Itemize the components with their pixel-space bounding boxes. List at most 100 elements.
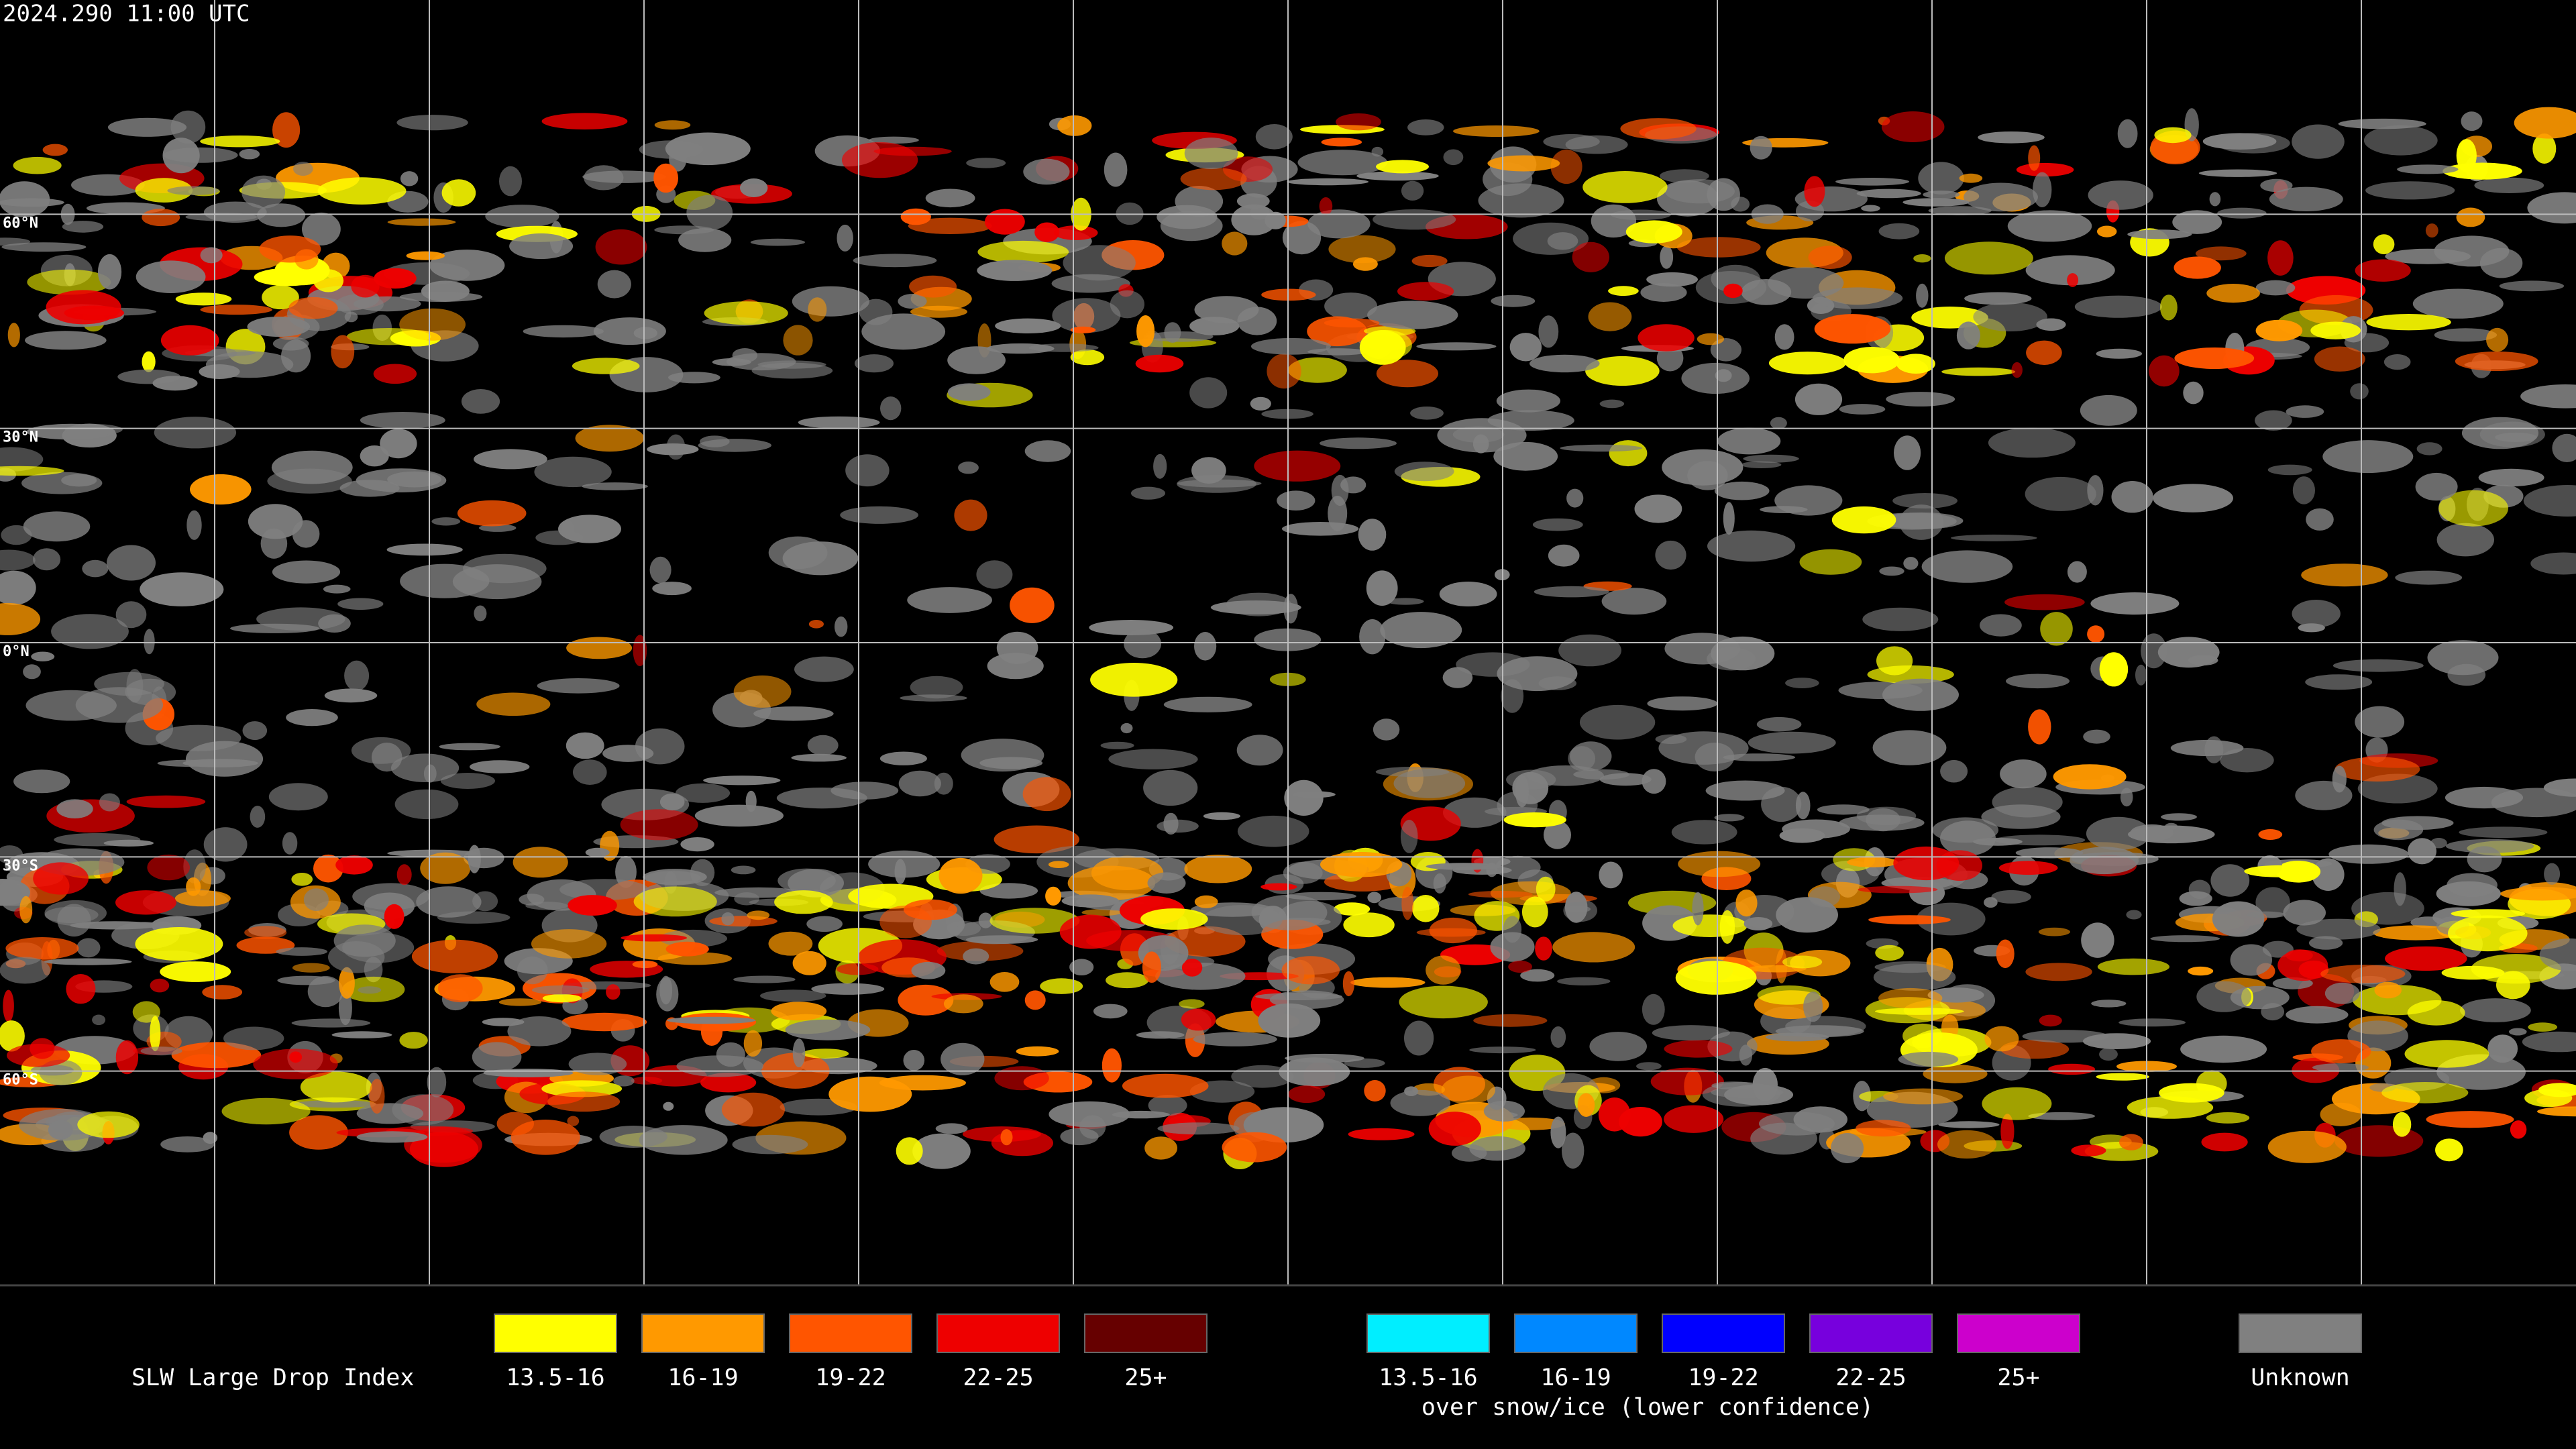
cloud-patch <box>2090 592 2180 615</box>
cloud-patch <box>2006 674 2070 689</box>
cloud-patch <box>1711 264 1760 293</box>
cloud-patch <box>633 886 717 917</box>
cloud-patch <box>2053 764 2127 790</box>
cloud-patch <box>2426 1111 2514 1128</box>
cloud-patch <box>925 189 975 208</box>
cloud-patch <box>1835 178 1910 186</box>
cloud-patch <box>2153 484 2234 513</box>
cloud-patch <box>1336 113 1381 131</box>
cloud-patch <box>2025 476 2096 511</box>
cloud-patch <box>593 317 666 345</box>
latitude-label: 30°N <box>3 429 38 446</box>
cloud-patch <box>384 904 405 929</box>
cloud-patch <box>2198 169 2277 177</box>
cloud-patch <box>645 871 701 885</box>
cloud-patch <box>1400 820 1418 853</box>
cloud-patch <box>2365 181 2455 200</box>
cloud-patch <box>202 985 243 1000</box>
cloud-patch <box>1585 356 1660 386</box>
cloud-patch <box>582 170 666 183</box>
cloud-patch <box>2067 273 2079 287</box>
cloud-patch <box>2255 280 2296 296</box>
cloud-patch <box>1410 407 1444 420</box>
cloud-patch <box>1719 910 1735 944</box>
cloud-patch <box>1647 696 1718 711</box>
cloud-patch <box>840 506 918 524</box>
cloud-patch <box>1443 149 1464 166</box>
cloud-patch <box>99 793 120 812</box>
cloud-patch <box>1501 679 1524 713</box>
cloud-patch <box>1937 1130 1997 1159</box>
cloud-patch <box>1652 1025 1730 1041</box>
legend-label: 16-19 <box>1540 1364 1611 1391</box>
legend-label: 19-22 <box>815 1364 885 1391</box>
cloud-patch <box>1016 1046 1059 1057</box>
cloud-patch <box>1579 704 1656 740</box>
cloud-patch <box>103 839 154 847</box>
cloud-patch <box>1473 1014 1548 1027</box>
cloud-patch <box>387 218 456 226</box>
cloud-patch <box>582 482 648 490</box>
cloud-patch <box>771 1002 827 1021</box>
cloud-patch <box>1387 598 1424 605</box>
cloud-patch <box>2161 813 2197 821</box>
cloud-patch <box>2510 1120 2527 1139</box>
cloud-patch <box>1189 377 1228 409</box>
cloud-patch <box>396 864 412 885</box>
cloud-patch <box>1512 771 1549 804</box>
cloud-patch <box>221 1097 311 1125</box>
cloud-patch <box>1163 812 1179 835</box>
cloud-patch <box>853 254 937 268</box>
legend-label: 13.5-16 <box>1379 1364 1478 1391</box>
cloud-patch <box>1356 171 1439 181</box>
cloud-patch <box>260 528 288 559</box>
cloud-patch <box>1106 972 1149 989</box>
cloud-patch <box>1194 632 1217 661</box>
cloud-patch <box>1194 895 1218 908</box>
cloud-patch <box>1697 333 1725 345</box>
cloud-patch <box>1380 612 1462 649</box>
cloud-patch <box>107 117 187 137</box>
cloud-patch <box>2436 523 2494 557</box>
cloud-patch <box>77 1111 140 1138</box>
cloud-patch <box>1390 1089 1451 1116</box>
cloud-patch <box>1973 302 2047 331</box>
cloud-patch <box>1898 1051 1959 1067</box>
cloud-patch <box>427 1067 447 1097</box>
cloud-patch <box>2408 838 2436 865</box>
cloud-patch <box>2286 1006 2349 1024</box>
cloud-patch <box>115 601 147 629</box>
cloud-patch <box>1692 892 1704 926</box>
cloud-patch <box>1671 820 1737 845</box>
cloud-patch <box>289 1115 348 1150</box>
cloud-patch <box>0 466 64 476</box>
cloud-patch <box>2028 709 2051 745</box>
cloud-patch <box>1874 1008 1964 1015</box>
cloud-patch <box>468 845 481 873</box>
cloud-patch <box>64 305 124 321</box>
cloud-patch <box>470 760 530 773</box>
cloud-patch <box>732 1134 808 1155</box>
cloud-patch <box>286 709 338 727</box>
cloud-patch <box>2087 475 2104 506</box>
cloud-patch <box>542 994 582 1003</box>
cloud-patch <box>482 1018 525 1026</box>
cloud-patch <box>1675 961 1757 995</box>
cloud-patch <box>1376 360 1438 388</box>
cloud-patch <box>606 984 621 1000</box>
cloud-patch <box>338 990 352 1026</box>
cloud-patch <box>1407 119 1444 136</box>
cloud-patch <box>2096 348 2142 359</box>
cloud-patch <box>1401 886 1414 920</box>
cloud-patch <box>1057 115 1092 136</box>
cloud-patch <box>411 939 498 973</box>
cloud-patch <box>1393 769 1466 798</box>
cloud-patch <box>268 783 328 811</box>
cloud-patch <box>1550 1116 1566 1148</box>
cloud-patch <box>1131 486 1165 500</box>
cloud-patch <box>2292 600 2341 628</box>
cloud-patch <box>1201 905 1283 936</box>
cloud-patch <box>903 1050 925 1071</box>
cloud-patch <box>1331 474 1349 506</box>
cloud-patch <box>1980 614 2022 637</box>
